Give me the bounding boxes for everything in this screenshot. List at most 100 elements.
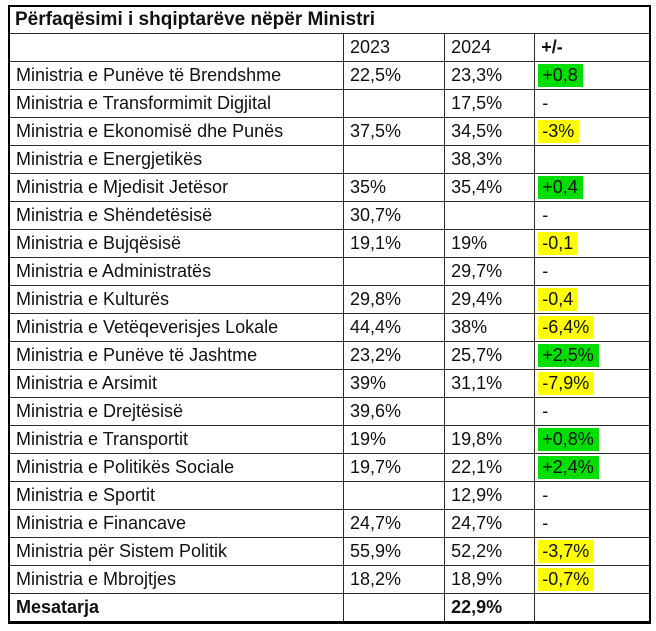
diff-value: - bbox=[542, 92, 549, 113]
diff-cell: -7,9% bbox=[534, 369, 651, 398]
table-row: Ministria e Arsimit 39% 31,1% -7,9% bbox=[8, 369, 651, 398]
table-row: Ministria e Sportit 12,9% - bbox=[8, 481, 651, 510]
diff-cell: -0,7% bbox=[534, 565, 651, 594]
diff-value: -0,4 bbox=[538, 287, 579, 311]
value-2023: 55,9% bbox=[342, 537, 446, 566]
diff-cell: -6,4% bbox=[534, 313, 651, 342]
table-row: Ministria e Punëve të Jashtme 23,2% 25,7… bbox=[8, 341, 651, 370]
diff-value: +2,4% bbox=[538, 455, 599, 479]
value-2023: 19,7% bbox=[342, 453, 446, 482]
value-2024: 17,5% bbox=[444, 89, 536, 118]
table-header-row: 2023 2024 +/- bbox=[8, 33, 651, 62]
diff-cell: +0,8% bbox=[534, 425, 651, 454]
table-row: Mesatarja 22,9% bbox=[8, 593, 651, 623]
header-diff: +/- bbox=[534, 33, 651, 62]
diff-cell: +2,5% bbox=[534, 341, 651, 370]
value-2024 bbox=[444, 201, 536, 230]
value-2023: 24,7% bbox=[342, 509, 446, 538]
value-2024: 31,1% bbox=[444, 369, 536, 398]
table-row: Ministria e Politikës Sociale 19,7% 22,1… bbox=[8, 453, 651, 482]
ministry-name: Ministria e Punëve të Jashtme bbox=[8, 341, 344, 370]
ministry-name: Ministria e Ekonomisë dhe Punës bbox=[8, 117, 344, 146]
value-2023 bbox=[342, 593, 446, 623]
ministry-name: Ministria e Administratës bbox=[8, 257, 344, 286]
diff-value: +0,8 bbox=[538, 63, 583, 87]
diff-value: - bbox=[542, 204, 549, 225]
value-2023: 19,1% bbox=[342, 229, 446, 258]
diff-cell: +0,8 bbox=[534, 61, 651, 90]
value-2023 bbox=[342, 257, 446, 286]
value-2024: 38,3% bbox=[444, 145, 536, 174]
diff-cell bbox=[534, 593, 651, 623]
value-2024: 22,9% bbox=[444, 593, 536, 623]
header-2023: 2023 bbox=[342, 33, 446, 62]
table-row: Ministria e Bujqësisë 19,1% 19% -0,1 bbox=[8, 229, 651, 258]
value-2024: 29,4% bbox=[444, 285, 536, 314]
diff-value: -7,9% bbox=[538, 371, 595, 395]
value-2024: 23,3% bbox=[444, 61, 536, 90]
ministry-name: Ministria e Transformimit Digjital bbox=[8, 89, 344, 118]
diff-cell: -3,7% bbox=[534, 537, 651, 566]
value-2023: 35% bbox=[342, 173, 446, 202]
ministry-representation-table: Përfaqësimi i shqiptarëve nëpër Ministri… bbox=[8, 5, 651, 624]
value-2023 bbox=[342, 481, 446, 510]
ministry-name: Ministria e Kulturës bbox=[8, 285, 344, 314]
value-2024: 35,4% bbox=[444, 173, 536, 202]
diff-value: -0,7% bbox=[538, 567, 595, 591]
diff-cell: - bbox=[534, 509, 651, 538]
diff-cell: - bbox=[534, 257, 651, 286]
diff-value: - bbox=[542, 400, 549, 421]
value-2023: 18,2% bbox=[342, 565, 446, 594]
ministry-name: Ministria e Bujqësisë bbox=[8, 229, 344, 258]
value-2024: 25,7% bbox=[444, 341, 536, 370]
table-row: Ministria e Vetëqeverisjes Lokale 44,4% … bbox=[8, 313, 651, 342]
diff-cell: -0,1 bbox=[534, 229, 651, 258]
value-2023: 19% bbox=[342, 425, 446, 454]
diff-cell: - bbox=[534, 481, 651, 510]
value-2023: 44,4% bbox=[342, 313, 446, 342]
diff-cell: -0,4 bbox=[534, 285, 651, 314]
table-row: Ministria e Punëve të Brendshme 22,5% 23… bbox=[8, 61, 651, 90]
value-2024: 34,5% bbox=[444, 117, 536, 146]
ministry-name: Ministria e Arsimit bbox=[8, 369, 344, 398]
value-2024: 19,8% bbox=[444, 425, 536, 454]
value-2024: 29,7% bbox=[444, 257, 536, 286]
value-2024: 38% bbox=[444, 313, 536, 342]
diff-value: - bbox=[542, 484, 549, 505]
ministry-name: Ministria për Sistem Politik bbox=[8, 537, 344, 566]
diff-value bbox=[538, 164, 547, 165]
diff-value: +0,8% bbox=[538, 427, 599, 451]
value-2023: 39,6% bbox=[342, 397, 446, 426]
value-2023: 37,5% bbox=[342, 117, 446, 146]
value-2024: 19% bbox=[444, 229, 536, 258]
ministry-name: Ministria e Transportit bbox=[8, 425, 344, 454]
ministry-name: Ministria e Energjetikës bbox=[8, 145, 344, 174]
table-title-row: Përfaqësimi i shqiptarëve nëpër Ministri bbox=[8, 5, 651, 34]
ministry-name: Ministria e Politikës Sociale bbox=[8, 453, 344, 482]
table-row: Ministria e Transformimit Digjital 17,5%… bbox=[8, 89, 651, 118]
header-2024: 2024 bbox=[444, 33, 536, 62]
table-row: Ministria e Administratës 29,7% - bbox=[8, 257, 651, 286]
table-title: Përfaqësimi i shqiptarëve nëpër Ministri bbox=[8, 5, 651, 34]
diff-value: -6,4% bbox=[538, 315, 595, 339]
ministry-name: Ministria e Sportit bbox=[8, 481, 344, 510]
diff-value: -3,7% bbox=[538, 539, 595, 563]
value-2023: 39% bbox=[342, 369, 446, 398]
value-2024: 22,1% bbox=[444, 453, 536, 482]
diff-cell: - bbox=[534, 201, 651, 230]
value-2024: 18,9% bbox=[444, 565, 536, 594]
ministry-name: Mesatarja bbox=[8, 593, 344, 623]
header-name bbox=[8, 33, 344, 62]
table-row: Ministria e Ekonomisë dhe Punës 37,5% 34… bbox=[8, 117, 651, 146]
ministry-name: Ministria e Drejtësisë bbox=[8, 397, 344, 426]
diff-cell: +0,4 bbox=[534, 173, 651, 202]
diff-value: - bbox=[542, 260, 549, 281]
value-2024: 24,7% bbox=[444, 509, 536, 538]
table-row: Ministria e Transportit 19% 19,8% +0,8% bbox=[8, 425, 651, 454]
diff-cell: - bbox=[534, 89, 651, 118]
ministry-name: Ministria e Shëndetësisë bbox=[8, 201, 344, 230]
ministry-name: Ministria e Punëve të Brendshme bbox=[8, 61, 344, 90]
diff-cell: -3% bbox=[534, 117, 651, 146]
value-2023: 29,8% bbox=[342, 285, 446, 314]
